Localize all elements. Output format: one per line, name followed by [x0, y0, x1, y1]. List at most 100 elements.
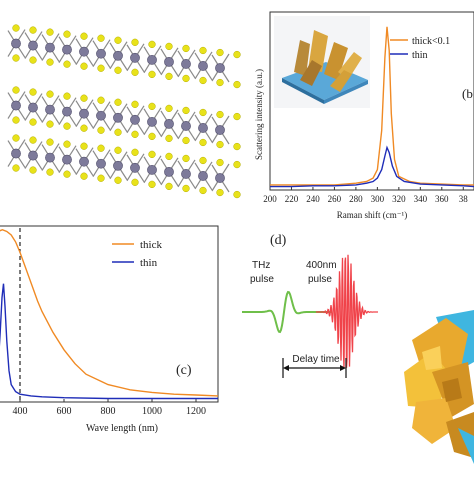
sulfur-atom	[46, 28, 54, 36]
sulfur-atom	[216, 188, 224, 197]
absorption-series-group	[0, 228, 219, 400]
delay-arrow-head-left	[283, 365, 289, 371]
sulfur-atom	[182, 154, 190, 163]
raman-tick-label: 280	[349, 194, 363, 204]
sulfur-atom	[148, 70, 156, 79]
metal-atom	[198, 123, 208, 133]
absorption-x-ticks: 400 600 800 1000 1200	[13, 399, 206, 417]
sulfur-atom	[12, 116, 20, 124]
metal-atom	[147, 54, 157, 65]
metal-atom	[164, 56, 174, 67]
absorption-tick-label: 600	[57, 406, 72, 417]
sulfur-atom	[29, 118, 37, 126]
sulfur-atom	[233, 112, 241, 121]
sulfur-atom	[165, 134, 173, 143]
metal-atom	[198, 171, 208, 181]
sulfur-atom	[148, 102, 156, 111]
metal-atom	[181, 169, 191, 179]
metal-atom	[96, 110, 106, 121]
panel-a-crystal-structure	[0, 0, 262, 205]
metal-atom	[79, 46, 89, 57]
raman-tick-label: 200	[263, 194, 277, 204]
flakes-illustration	[404, 310, 474, 464]
sulfur-atom	[63, 92, 71, 100]
sulfur-atom	[80, 142, 88, 150]
inset-flakes-illustration	[274, 16, 370, 108]
metal-atom	[215, 63, 225, 73]
sulfur-atom	[46, 58, 54, 66]
sulfur-atom	[165, 152, 173, 161]
sulfur-atom	[131, 178, 139, 186]
sulfur-atom	[233, 50, 241, 59]
sulfur-atom	[148, 132, 156, 141]
metal-atom	[181, 121, 191, 131]
sulfur-atom	[199, 76, 207, 85]
absorption-series-line-thin	[0, 283, 218, 400]
metal-atom	[79, 156, 89, 167]
sulfur-atom	[165, 182, 173, 191]
sulfur-atom	[80, 32, 88, 40]
absorption-tick-label: 800	[101, 406, 116, 417]
sulfur-atom	[165, 42, 173, 51]
raman-tick-label: 240	[306, 194, 320, 204]
raman-tick-label: 320	[392, 194, 406, 204]
legend-label-thin: thin	[140, 257, 158, 269]
sulfur-atom	[63, 122, 71, 130]
metal-atom	[45, 104, 55, 115]
sulfur-atom	[29, 166, 37, 174]
legend-label-thin: thin	[412, 50, 428, 61]
metal-atom	[11, 38, 21, 49]
sulfur-atom	[46, 138, 54, 146]
sulfur-atom	[199, 138, 207, 147]
metal-atom	[215, 173, 225, 183]
absorption-chart: 400 600 800 1000 1200 thick thin (c) Wave le…	[0, 225, 219, 434]
crystal-layer	[7, 86, 241, 151]
sulfur-atom	[63, 30, 71, 38]
sulfur-atom	[148, 40, 156, 49]
metal-atom	[62, 106, 72, 117]
metal-atom	[28, 40, 38, 51]
sulfur-atom	[97, 174, 105, 182]
sulfur-atom	[216, 110, 224, 119]
raman-tick-label: 300	[371, 194, 385, 204]
absorption-tick-label: 1200	[186, 406, 206, 417]
sulfur-atom	[182, 136, 190, 145]
sulfur-atom	[114, 36, 122, 44]
metal-atom	[147, 164, 157, 175]
sulfur-atom	[12, 86, 20, 94]
sulfur-atom	[29, 88, 37, 96]
metal-atom	[130, 52, 140, 63]
raman-plot-frame	[269, 11, 474, 191]
sulfur-atom	[46, 90, 54, 98]
sulfur-atom	[46, 120, 54, 128]
raman-series-line-thick	[270, 26, 474, 186]
raman-tick-label: 260	[328, 194, 342, 204]
metal-atom	[164, 166, 174, 177]
sulfur-atom	[131, 148, 139, 156]
sulfur-atom	[114, 146, 122, 154]
sulfur-atom	[63, 140, 71, 148]
sulfur-atom	[80, 172, 88, 180]
metal-atom	[79, 108, 89, 119]
raman-x-ticks: 200 220 240 260 280 300 320 340 360 38	[263, 187, 468, 204]
metal-atom	[28, 150, 38, 161]
sulfur-atom	[216, 140, 224, 149]
sulfur-atom	[148, 150, 156, 159]
sulfur-atom	[199, 46, 207, 55]
crystal-layer	[7, 24, 241, 89]
metal-atom	[130, 114, 140, 125]
legend-label-thick: thick	[140, 239, 162, 251]
sulfur-atom	[216, 78, 224, 87]
sulfur-atom	[182, 74, 190, 83]
sulfur-atom	[233, 142, 241, 151]
sulfur-atom	[63, 170, 71, 178]
absorption-tick-label: 400	[13, 406, 28, 417]
raman-series-line-thin	[270, 145, 474, 188]
sulfur-atom	[114, 128, 122, 136]
panel-d-label: (d)	[270, 233, 287, 248]
metal-atom	[113, 50, 123, 61]
metal-atom	[45, 152, 55, 163]
sulfur-atom	[97, 126, 105, 134]
panel-b-raman: 200 220 240 260 280 300 320 340 360 38 thick<0.1 …	[230, 0, 474, 230]
sulfur-atom	[233, 190, 241, 199]
